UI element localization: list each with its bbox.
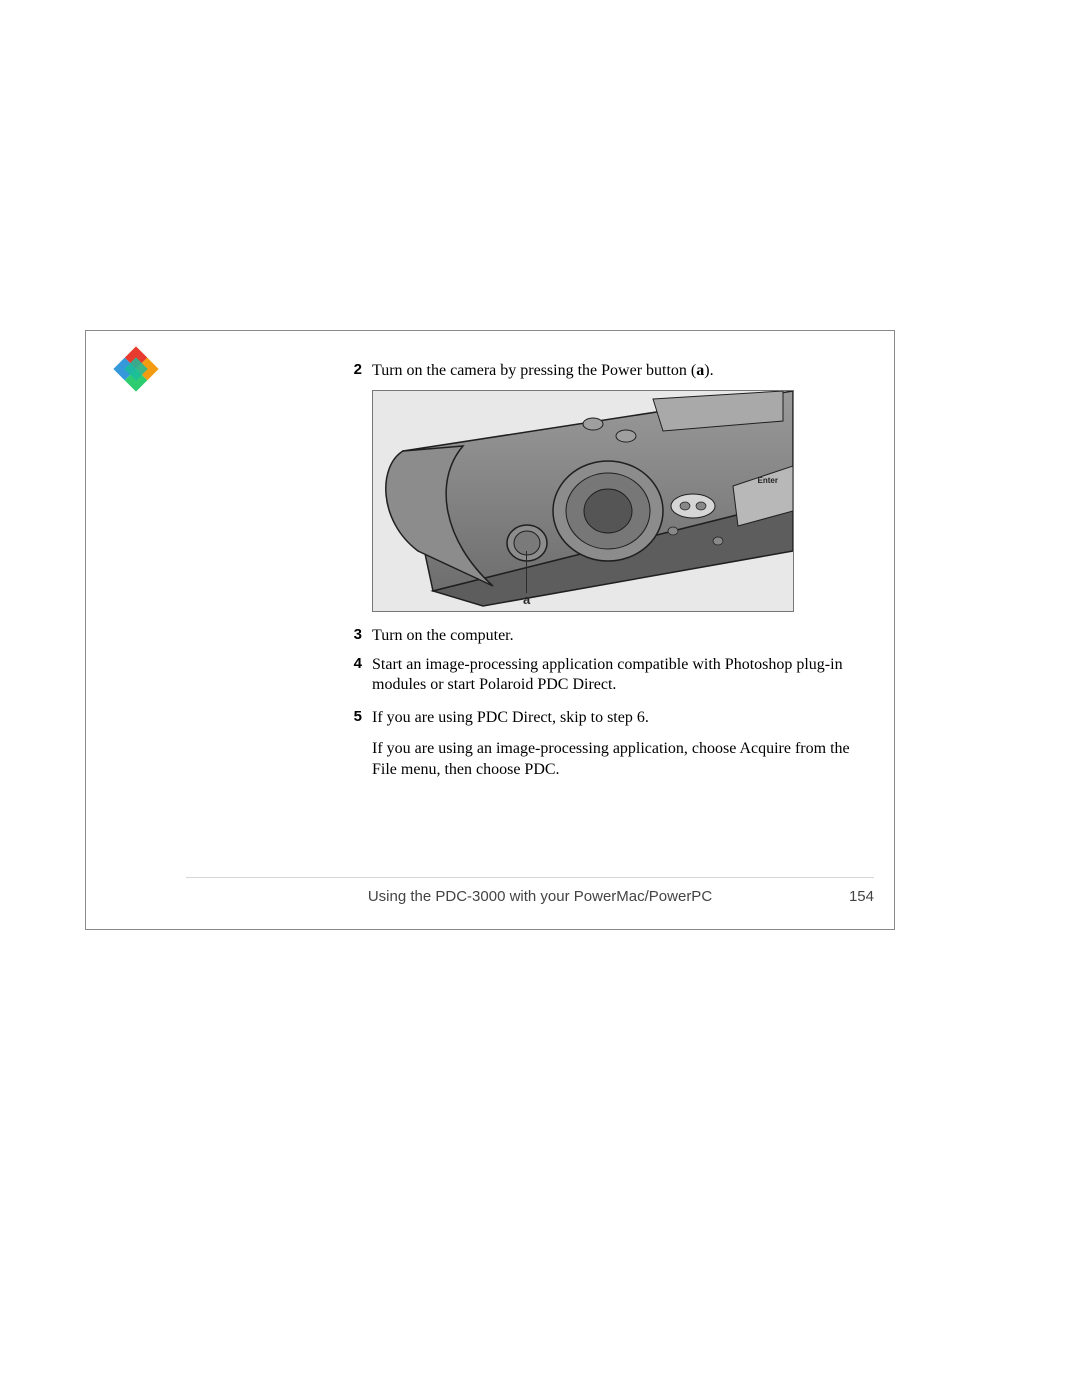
viewfinder-barrel	[553, 461, 663, 561]
step-row: 2 Turn on the camera by pressing the Pow…	[334, 361, 854, 382]
callout-label-a: a	[523, 592, 530, 607]
step-number: 2	[334, 361, 372, 378]
callout-line	[526, 551, 527, 593]
step-number: 5	[334, 708, 372, 725]
step5-extra-paragraph: If you are using an image-processing app…	[372, 739, 854, 781]
step-text: Turn on the camera by pressing the Power…	[372, 361, 854, 382]
step-number: 3	[334, 626, 372, 643]
instruction-column: 2 Turn on the camera by pressing the Pow…	[334, 361, 854, 789]
footer-page-number: 154	[814, 888, 874, 905]
polaroid-logo-svg	[104, 337, 168, 401]
step-row: 4 Start an image-processing application …	[334, 655, 854, 697]
step-number: 4	[334, 655, 372, 672]
enter-label-text: Enter	[758, 476, 778, 485]
step5-text: If you are using PDC Direct, skip to ste…	[372, 709, 649, 726]
step-text: Turn on the computer.	[372, 626, 854, 647]
manual-page-frame: 2 Turn on the camera by pressing the Pow…	[85, 330, 895, 930]
polaroid-logo	[104, 337, 168, 401]
page-footer: Using the PDC-3000 with your PowerMac/Po…	[186, 877, 874, 905]
step-text: Start an image-processing application co…	[372, 655, 854, 697]
step2-text-before: Turn on the camera by pressing the Power…	[372, 362, 696, 379]
camera-figure: Enter a	[372, 390, 794, 612]
step2-text-after: ).	[704, 362, 713, 379]
camera-illustration: Enter	[373, 391, 793, 611]
footer-chapter-title: Using the PDC-3000 with your PowerMac/Po…	[186, 888, 814, 905]
step-row: 5 If you are using PDC Direct, skip to s…	[334, 708, 854, 780]
step-row: 3 Turn on the computer.	[334, 626, 854, 647]
step-text: If you are using PDC Direct, skip to ste…	[372, 708, 854, 780]
power-button-icon	[507, 525, 547, 561]
